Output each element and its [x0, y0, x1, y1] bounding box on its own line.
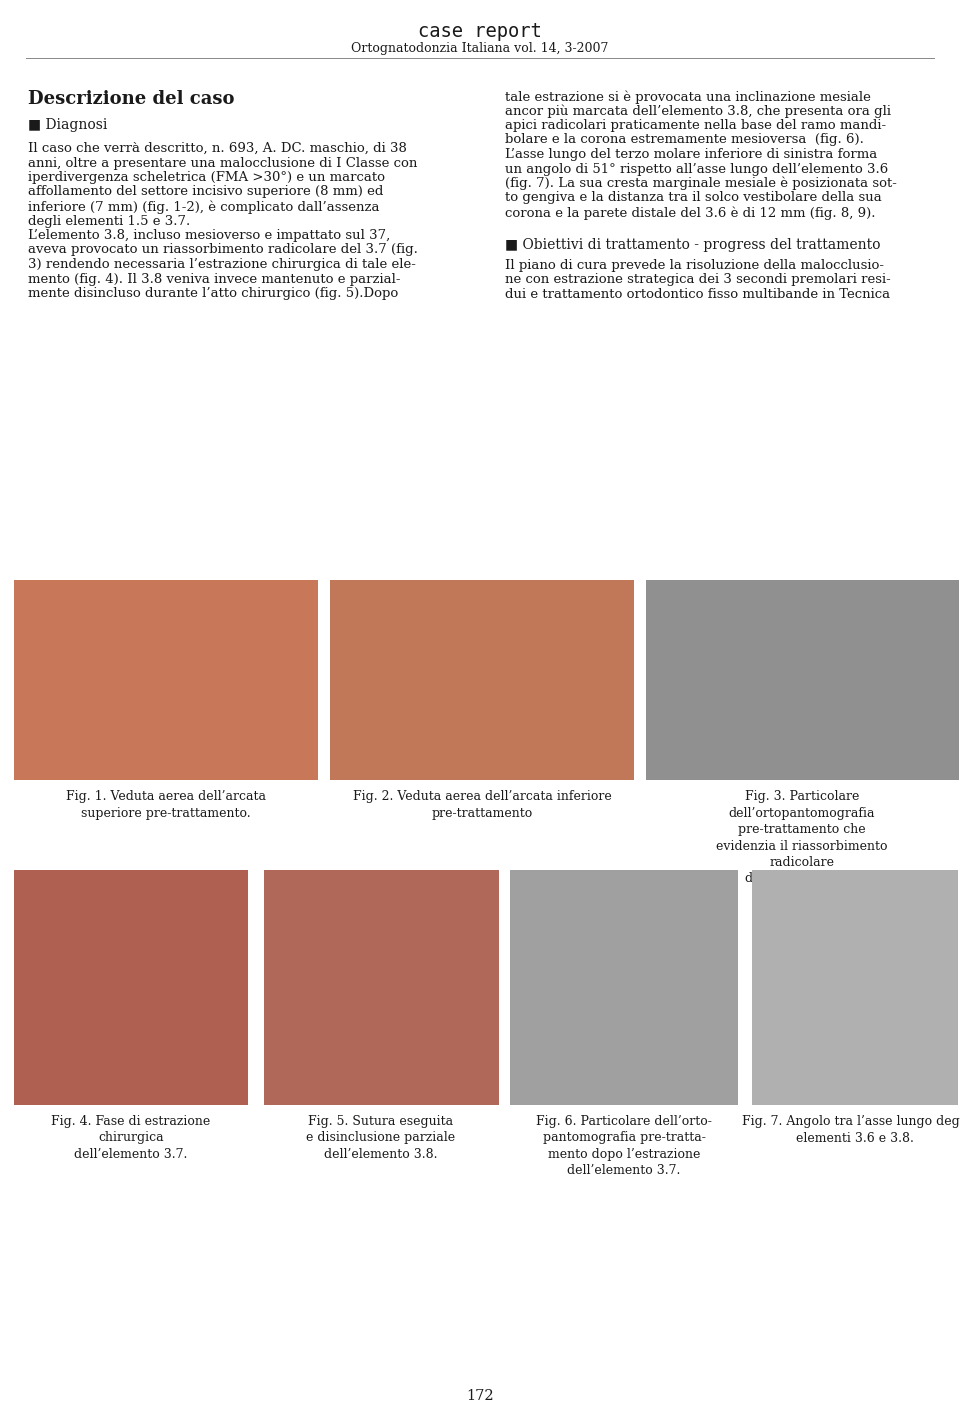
- Text: aveva provocato un riassorbimento radicolare del 3.7 (fig.: aveva provocato un riassorbimento radico…: [28, 243, 418, 256]
- Text: Fig. 3. Particolare
dell’ortopantomografia
pre-trattamento che
evidenzia il rias: Fig. 3. Particolare dell’ortopantomograf…: [716, 790, 888, 885]
- Text: Fig. 5. Sutura eseguita
e disinclusione parziale
dell’elemento 3.8.: Fig. 5. Sutura eseguita e disinclusione …: [306, 1116, 456, 1161]
- Text: bolare e la corona estremamente mesioversa  (fig. 6).: bolare e la corona estremamente mesiover…: [505, 134, 864, 147]
- Text: to gengiva e la distanza tra il solco vestibolare della sua: to gengiva e la distanza tra il solco ve…: [505, 192, 881, 205]
- Text: corona e la parete distale del 3.6 è di 12 mm (fig. 8, 9).: corona e la parete distale del 3.6 è di …: [505, 206, 876, 219]
- Text: apici radicolari praticamente nella base del ramo mandi-: apici radicolari praticamente nella base…: [505, 120, 886, 132]
- Text: ■ Diagnosi: ■ Diagnosi: [28, 118, 108, 132]
- Text: dui e trattamento ortodontico fisso multibande in Tecnica: dui e trattamento ortodontico fisso mult…: [505, 287, 890, 300]
- Text: mente disincluso durante l’atto chirurgico (fig. 5).Dopo: mente disincluso durante l’atto chirurgi…: [28, 287, 398, 300]
- Text: Il piano di cura prevede la risoluzione della malocclusio-: Il piano di cura prevede la risoluzione …: [505, 259, 884, 272]
- Text: Ortognatodonzia Italiana vol. 14, 3-2007: Ortognatodonzia Italiana vol. 14, 3-2007: [351, 43, 609, 55]
- Text: (fig. 7). La sua cresta marginale mesiale è posizionata sot-: (fig. 7). La sua cresta marginale mesial…: [505, 176, 897, 191]
- Text: L’elemento 3.8, incluso mesioverso e impattato sul 37,: L’elemento 3.8, incluso mesioverso e imp…: [28, 229, 391, 242]
- Text: L’asse lungo del terzo molare inferiore di sinistra forma: L’asse lungo del terzo molare inferiore …: [505, 148, 877, 161]
- Text: case report: case report: [419, 21, 541, 41]
- Text: Fig. 1. Veduta aerea dell’arcata
superiore pre-trattamento.: Fig. 1. Veduta aerea dell’arcata superio…: [66, 790, 266, 820]
- Text: affollamento del settore incisivo superiore (8 mm) ed: affollamento del settore incisivo superi…: [28, 185, 383, 198]
- Text: Fig. 7. Angolo tra l’asse lungo degli
elementi 3.6 e 3.8.: Fig. 7. Angolo tra l’asse lungo degli el…: [742, 1116, 960, 1144]
- Text: anni, oltre a presentare una malocclusione di I Classe con: anni, oltre a presentare una malocclusio…: [28, 157, 418, 169]
- Text: ■ Obiettivi di trattamento - progress del trattamento: ■ Obiettivi di trattamento - progress de…: [505, 239, 880, 252]
- Text: mento (fig. 4). Il 3.8 veniva invece mantenuto e parzial-: mento (fig. 4). Il 3.8 veniva invece man…: [28, 272, 400, 286]
- Text: 3) rendendo necessaria l’estrazione chirurgica di tale ele-: 3) rendendo necessaria l’estrazione chir…: [28, 258, 416, 270]
- Text: Il caso che verrà descritto, n. 693, A. DC. maschio, di 38: Il caso che verrà descritto, n. 693, A. …: [28, 142, 407, 155]
- Text: iperdivergenza scheletrica (FMA >30°) e un marcato: iperdivergenza scheletrica (FMA >30°) e …: [28, 171, 385, 184]
- Text: ne con estrazione strategica dei 3 secondi premolari resi-: ne con estrazione strategica dei 3 secon…: [505, 273, 891, 286]
- Text: ancor più marcata dell’elemento 3.8, che presenta ora gli: ancor più marcata dell’elemento 3.8, che…: [505, 104, 891, 118]
- Text: degli elementi 1.5 e 3.7.: degli elementi 1.5 e 3.7.: [28, 215, 190, 228]
- Text: Fig. 2. Veduta aerea dell’arcata inferiore
pre-trattamento: Fig. 2. Veduta aerea dell’arcata inferio…: [352, 790, 612, 820]
- Text: tale estrazione si è provocata una inclinazione mesiale: tale estrazione si è provocata una incli…: [505, 90, 871, 104]
- Text: Descrizione del caso: Descrizione del caso: [28, 90, 234, 108]
- Text: 172: 172: [467, 1389, 493, 1403]
- Text: Fig. 4. Fase di estrazione
chirurgica
dell’elemento 3.7.: Fig. 4. Fase di estrazione chirurgica de…: [52, 1116, 210, 1161]
- Text: un angolo di 51° rispetto all’asse lungo dell’elemento 3.6: un angolo di 51° rispetto all’asse lungo…: [505, 162, 888, 175]
- Text: Fig. 6. Particolare dell’orto-
pantomografia pre-tratta-
mento dopo l’estrazione: Fig. 6. Particolare dell’orto- pantomogr…: [536, 1116, 712, 1177]
- Text: inferiore (7 mm) (fig. 1-2), è complicato dall’assenza: inferiore (7 mm) (fig. 1-2), è complicat…: [28, 201, 379, 213]
